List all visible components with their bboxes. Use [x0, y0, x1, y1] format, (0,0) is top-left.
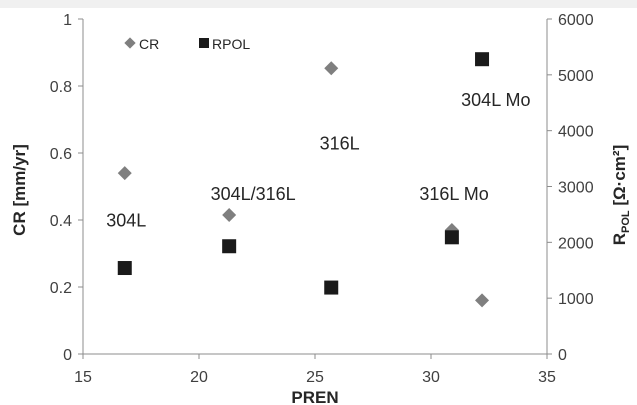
y-tick-label: 0.6 — [50, 146, 72, 163]
legend-rpol-label: RPOL — [212, 36, 250, 52]
cr-point — [117, 166, 132, 181]
y2-tick-label: 0 — [558, 347, 567, 364]
x-ticks: 15 20 25 30 35 — [74, 354, 556, 386]
x-tick-label: 25 — [306, 369, 324, 386]
cr-point — [222, 207, 237, 222]
y-axis-left-title: CR [mm/yr] — [10, 144, 29, 236]
point-annotation: 304L/316L — [211, 184, 296, 204]
y2-tick-label: 4000 — [558, 124, 594, 141]
y2-title-rest: [Ω·cm²] — [610, 145, 629, 211]
y-left-ticks: 0 0.2 0.4 0.6 0.8 1 — [50, 12, 83, 364]
y2-tick-label: 3000 — [558, 180, 594, 197]
x-tick-label: 30 — [422, 369, 440, 386]
y-tick-label: 0 — [63, 347, 72, 364]
y2-tick-label: 2000 — [558, 235, 594, 252]
y-right-ticks: 0 1000 2000 3000 4000 5000 6000 — [547, 12, 594, 364]
x-tick-label: 35 — [538, 369, 556, 386]
rpol-point — [444, 230, 459, 245]
y2-title-base: R — [610, 233, 629, 245]
point-annotation: 316L — [320, 134, 360, 154]
data-points — [117, 52, 490, 308]
x-axis-title: PREN — [291, 388, 338, 405]
annotations: 304L 304L/316L 316L 316L Mo 304L Mo — [106, 90, 530, 231]
legend: CR RPOL — [124, 36, 250, 52]
y-tick-label: 0.4 — [50, 213, 72, 230]
point-annotation: 304L — [106, 211, 146, 231]
x-tick-label: 20 — [190, 369, 208, 386]
y2-tick-label: 5000 — [558, 68, 594, 85]
rpol-point — [324, 280, 339, 295]
point-annotation: 316L Mo — [419, 184, 488, 204]
legend-cr-marker — [124, 37, 136, 49]
y-tick-label: 0.2 — [50, 280, 72, 297]
x-tick-label: 15 — [74, 369, 92, 386]
y-tick-label: 0.8 — [50, 79, 72, 96]
rpol-point — [117, 261, 132, 276]
legend-cr-label: CR — [139, 36, 159, 52]
rpol-point — [222, 239, 237, 254]
y-axis-right-title: RPOL [Ω·cm²] — [610, 145, 632, 245]
point-annotation: 304L Mo — [461, 90, 530, 110]
y-tick-label: 1 — [63, 12, 72, 29]
cr-point — [324, 61, 339, 76]
cr-point — [475, 293, 490, 308]
y2-tick-label: 1000 — [558, 291, 594, 308]
rpol-point — [475, 52, 490, 67]
chart-top-band — [0, 0, 637, 8]
y2-title-sub: POL — [620, 210, 632, 233]
y2-tick-label: 6000 — [558, 12, 594, 29]
legend-rpol-marker — [199, 38, 209, 48]
